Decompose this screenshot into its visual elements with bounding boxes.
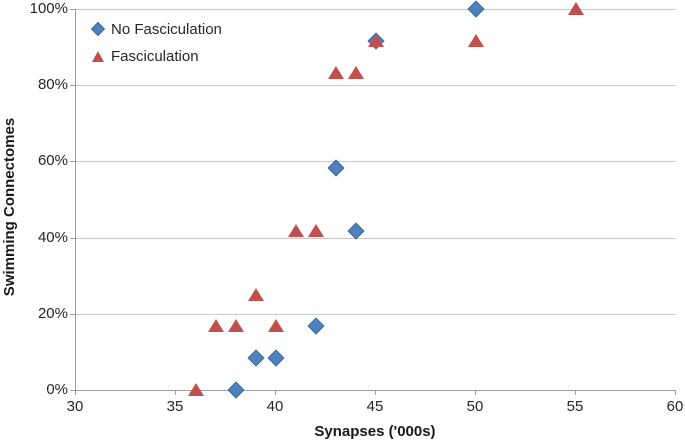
x-tick-mark bbox=[275, 390, 276, 395]
triangle-marker-icon bbox=[88, 50, 108, 62]
y-tick-mark bbox=[70, 85, 75, 87]
y-tick-mark bbox=[70, 313, 75, 315]
y-tick-label-0%: 0% bbox=[46, 381, 68, 398]
data-point-no-fasciculation bbox=[307, 317, 325, 335]
data-point-fasciculation bbox=[268, 319, 284, 333]
data-point-fasciculation bbox=[368, 33, 384, 47]
y-tick-label-60%: 60% bbox=[37, 152, 68, 170]
plot-area bbox=[75, 0, 676, 399]
y-tick-mark bbox=[70, 237, 75, 239]
data-point-fasciculation bbox=[308, 224, 324, 238]
gridline-100% bbox=[76, 9, 676, 10]
legend-label-no-fasciculation: No Fasciculation bbox=[111, 20, 222, 38]
y-tick-label-40%: 40% bbox=[37, 228, 68, 246]
data-point-fasciculation bbox=[468, 33, 484, 47]
diamond-marker-icon bbox=[88, 21, 108, 37]
legend: No Fasciculation Fasciculation bbox=[88, 18, 222, 72]
x-tick-label-35: 35 bbox=[166, 398, 184, 415]
x-tick-label-40: 40 bbox=[266, 398, 284, 415]
data-point-no-fasciculation bbox=[227, 381, 245, 399]
x-tick-label-50: 50 bbox=[466, 398, 484, 415]
legend-item-fasciculation: Fasciculation bbox=[88, 45, 222, 67]
y-tick-label-80%: 80% bbox=[37, 76, 68, 94]
legend-label-fasciculation: Fasciculation bbox=[111, 47, 199, 65]
x-tick-label-45: 45 bbox=[366, 398, 384, 415]
y-tick-label-20%: 20% bbox=[37, 304, 68, 322]
x-tick-label-55: 55 bbox=[566, 398, 584, 415]
x-tick-mark bbox=[675, 390, 676, 395]
data-point-fasciculation bbox=[348, 65, 364, 79]
x-tick-label-30: 30 bbox=[66, 398, 84, 415]
x-tick-mark bbox=[75, 390, 76, 395]
x-axis-title: Synapses ('000s) bbox=[314, 423, 436, 440]
data-point-fasciculation bbox=[328, 65, 344, 79]
x-tick-label-60: 60 bbox=[666, 398, 684, 415]
x-tick-mark bbox=[175, 390, 176, 395]
x-tick-mark bbox=[375, 390, 376, 395]
data-point-no-fasciculation bbox=[467, 0, 485, 18]
y-axis-title: Swimming Connectomes bbox=[1, 117, 18, 297]
data-point-fasciculation bbox=[188, 383, 204, 396]
y-tick-label-100%: 100% bbox=[29, 0, 68, 17]
data-point-no-fasciculation bbox=[247, 349, 265, 367]
gridline-20% bbox=[76, 313, 676, 315]
x-tick-mark bbox=[575, 390, 576, 395]
legend-item-no-fasciculation: No Fasciculation bbox=[88, 18, 222, 40]
data-point-fasciculation bbox=[248, 287, 264, 301]
data-point-no-fasciculation bbox=[267, 349, 285, 367]
gridline-40% bbox=[76, 237, 676, 239]
y-tick-mark bbox=[70, 390, 75, 391]
data-point-fasciculation bbox=[208, 319, 224, 333]
gridline-80% bbox=[76, 85, 676, 87]
x-tick-mark bbox=[475, 390, 476, 395]
data-point-fasciculation bbox=[288, 224, 304, 238]
data-point-fasciculation bbox=[568, 2, 584, 15]
y-tick-mark bbox=[70, 9, 75, 10]
gridline-60% bbox=[76, 161, 676, 163]
data-point-fasciculation bbox=[228, 319, 244, 333]
y-tick-mark bbox=[70, 161, 75, 163]
